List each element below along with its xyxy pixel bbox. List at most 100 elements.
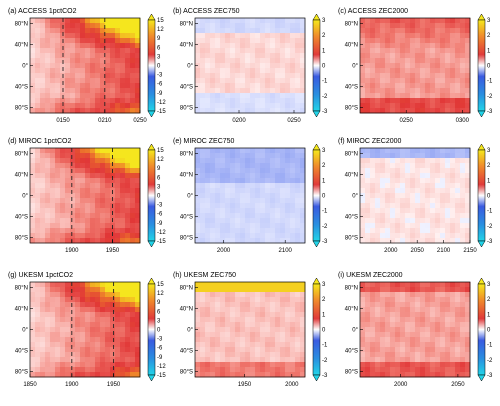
heatmap-cell — [220, 198, 226, 204]
heatmap-cell — [80, 352, 86, 358]
heatmap-cell — [45, 292, 51, 298]
heatmap-cell — [420, 347, 426, 353]
heatmap-cell — [245, 287, 251, 293]
heatmap-cell — [225, 208, 231, 214]
x-tick-label: 2050 — [411, 248, 425, 254]
heatmap-cell — [105, 233, 111, 239]
heatmap-cell — [235, 233, 241, 239]
heatmap-cell — [260, 108, 266, 114]
heatmap-cell — [90, 93, 96, 99]
heatmap-cell — [280, 238, 286, 244]
heatmap-cells — [195, 282, 306, 378]
heatmap-cell — [115, 233, 121, 239]
heatmap-cell — [285, 208, 291, 214]
heatmap-cell — [110, 83, 116, 89]
heatmap-cell — [270, 307, 276, 313]
heatmap-cell — [415, 28, 421, 34]
colorbar-tick-label: 2 — [322, 33, 326, 39]
heatmap-cell — [30, 203, 36, 209]
heatmap-cell — [260, 287, 266, 293]
heatmap-cell — [70, 88, 76, 94]
heatmap-cell — [70, 233, 76, 239]
heatmap-cell — [275, 193, 281, 199]
heatmap-cell — [200, 228, 206, 234]
heatmap-cell — [455, 63, 461, 69]
heatmap-cell — [360, 302, 366, 308]
heatmap-cell — [125, 98, 131, 104]
heatmap-cell — [465, 332, 471, 338]
heatmap-cell — [445, 203, 451, 209]
heatmap-cell — [420, 307, 426, 313]
heatmap-cell — [105, 297, 111, 303]
heatmap-cell — [205, 78, 211, 84]
heatmap-cell — [90, 178, 96, 184]
heatmap-cell — [430, 228, 436, 234]
heatmap-cell — [440, 183, 446, 189]
heatmap-cell — [295, 168, 301, 174]
heatmap-cell — [400, 312, 406, 318]
heatmap-cell — [420, 168, 426, 174]
heatmap-cell — [440, 228, 446, 234]
heatmap-cell — [435, 317, 441, 323]
heatmap-cell — [295, 108, 301, 114]
heatmap-cell — [235, 18, 241, 24]
heatmap-cell — [290, 367, 296, 373]
heatmap-cell — [455, 173, 461, 179]
heatmap-cell — [200, 83, 206, 89]
heatmap-cell — [450, 287, 456, 293]
heatmap-cell — [445, 307, 451, 313]
heatmap-cell — [235, 362, 241, 368]
colorbar-tick-label: -6 — [157, 346, 163, 352]
heatmap-cell — [460, 43, 466, 49]
heatmap-cell — [405, 322, 411, 328]
heatmap-cell — [105, 198, 111, 204]
colorbar-tick-label: -15 — [157, 239, 166, 245]
heatmap-cell — [85, 287, 91, 293]
heatmap-cell — [70, 282, 76, 288]
heatmap-cell — [135, 28, 141, 34]
heatmap-cell — [255, 48, 261, 54]
heatmap-cell — [415, 178, 421, 184]
heatmap-cell — [230, 68, 236, 74]
colorbar-tick-label: -1 — [322, 79, 328, 85]
heatmap-cell — [385, 18, 391, 24]
heatmap-cell — [60, 367, 66, 373]
heatmap-cell — [220, 93, 226, 99]
heatmap-cell — [380, 208, 386, 214]
heatmap-cell — [45, 213, 51, 219]
heatmap-cell — [405, 183, 411, 189]
heatmap-cell — [365, 148, 371, 154]
heatmap-cell — [270, 188, 276, 194]
heatmap-cell — [395, 158, 401, 164]
heatmap-cell — [215, 362, 221, 368]
heatmap-cell — [105, 48, 111, 54]
heatmap-cell — [195, 93, 201, 99]
heatmap-cell — [70, 307, 76, 313]
heatmap-cell — [395, 53, 401, 59]
heatmap-cell — [275, 18, 281, 24]
heatmap-cell — [65, 83, 71, 89]
heatmap-cell — [265, 352, 271, 358]
heatmap-cell — [210, 292, 216, 298]
heatmap-cell — [440, 213, 446, 219]
heatmap-cell — [215, 158, 221, 164]
heatmap-cell — [220, 158, 226, 164]
heatmap-cell — [225, 73, 231, 79]
heatmap-cell — [400, 38, 406, 44]
heatmap-cell — [295, 322, 301, 328]
heatmap-cell — [130, 203, 136, 209]
heatmap-cell — [250, 238, 256, 244]
heatmap-cell — [300, 173, 306, 179]
heatmap-cell — [255, 188, 261, 194]
heatmap-cell — [445, 367, 451, 373]
heatmap-cell — [70, 38, 76, 44]
heatmap-cell — [370, 173, 376, 179]
heatmap-cell — [260, 198, 266, 204]
heatmap-cell — [50, 73, 56, 79]
heatmap-cell — [405, 337, 411, 343]
heatmap-cell — [250, 188, 256, 194]
heatmap-cell — [260, 83, 266, 89]
heatmap-cell — [425, 372, 431, 378]
heatmap-cell — [65, 322, 71, 328]
heatmap-cell — [395, 312, 401, 318]
